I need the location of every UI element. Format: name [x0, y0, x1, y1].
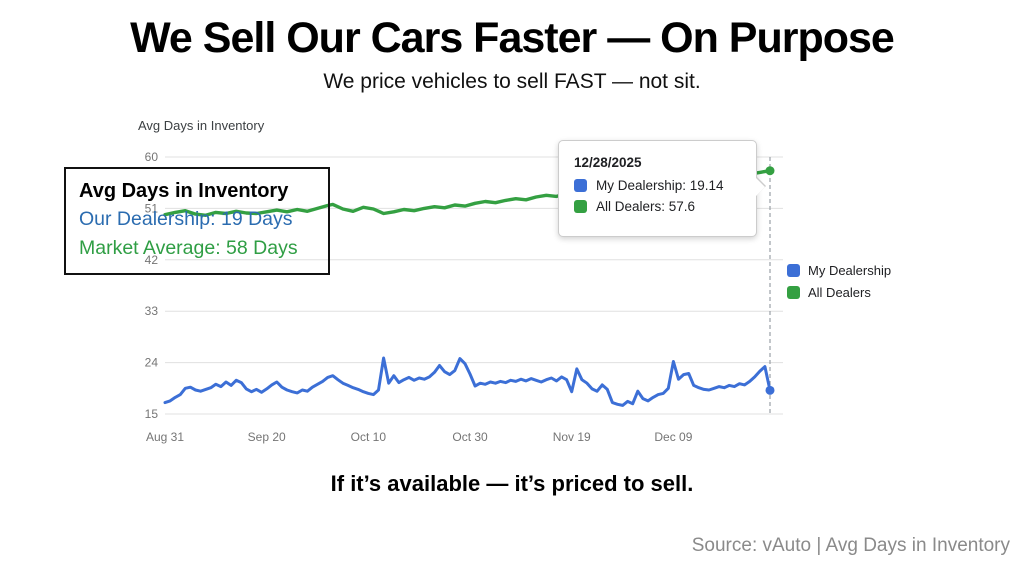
x-tick-label: Nov 19	[553, 430, 591, 444]
slide-subtitle: We price vehicles to sell FAST — not sit…	[323, 70, 701, 93]
series-line-my-dealership	[163, 356, 772, 407]
my-dealership-color-chip	[574, 179, 587, 192]
y-tick-label: 24	[145, 356, 159, 370]
series-end-dot-my-dealership	[765, 385, 775, 395]
legend-item-my-dealership[interactable]: My Dealership	[787, 263, 891, 278]
tooltip-all-dealers-value: All Dealers: 57.6	[596, 199, 696, 214]
series-end-dot-all-dealers	[765, 166, 775, 176]
source-attribution: Source: vAuto | Avg Days in Inventory	[691, 535, 1010, 556]
my-dealership-legend-chip	[787, 264, 800, 277]
tooltip-row-my-dealership: My Dealership: 19.14	[574, 178, 756, 193]
x-tick-label: Aug 31	[146, 430, 184, 444]
legend-item-all-dealers[interactable]: All Dealers	[787, 285, 891, 300]
all-dealers-color-chip	[574, 200, 587, 213]
callout-title: Avg Days in Inventory	[79, 180, 289, 202]
tooltip-my-dealership-value: My Dealership: 19.14	[596, 178, 724, 193]
x-tick-label: Dec 09	[654, 430, 692, 444]
chart-tooltip: 12/28/2025 My Dealership: 19.14 All Deal…	[558, 140, 766, 237]
y-tick-label: 42	[145, 253, 159, 267]
y-tick-label: 33	[145, 304, 159, 318]
chart-legend: My Dealership All Dealers	[787, 263, 891, 300]
y-tick-label: 60	[145, 150, 159, 164]
tagline: If it’s available — it’s priced to sell.	[330, 471, 694, 496]
slide-title: We Sell Our Cars Faster — On Purpose	[130, 14, 895, 62]
x-tick-label: Oct 10	[351, 430, 387, 444]
tooltip-date: 12/28/2025	[574, 155, 642, 170]
legend-label-all-dealers: All Dealers	[808, 285, 871, 300]
chart-title: Avg Days in Inventory	[138, 118, 265, 133]
x-tick-label: Oct 30	[452, 430, 488, 444]
tooltip-row-all-dealers: All Dealers: 57.6	[574, 199, 756, 214]
y-tick-label: 15	[145, 407, 159, 421]
callout-our-dealership: Our Dealership: 19 Days	[79, 208, 293, 230]
callout-box: Avg Days in Inventory Our Dealership: 19…	[64, 167, 330, 275]
legend-label-my-dealership: My Dealership	[808, 263, 892, 278]
y-tick-label: 51	[145, 201, 159, 215]
all-dealers-legend-chip	[787, 286, 800, 299]
x-tick-label: Sep 20	[248, 430, 286, 444]
callout-market-average: Market Average: 58 Days	[79, 237, 298, 259]
